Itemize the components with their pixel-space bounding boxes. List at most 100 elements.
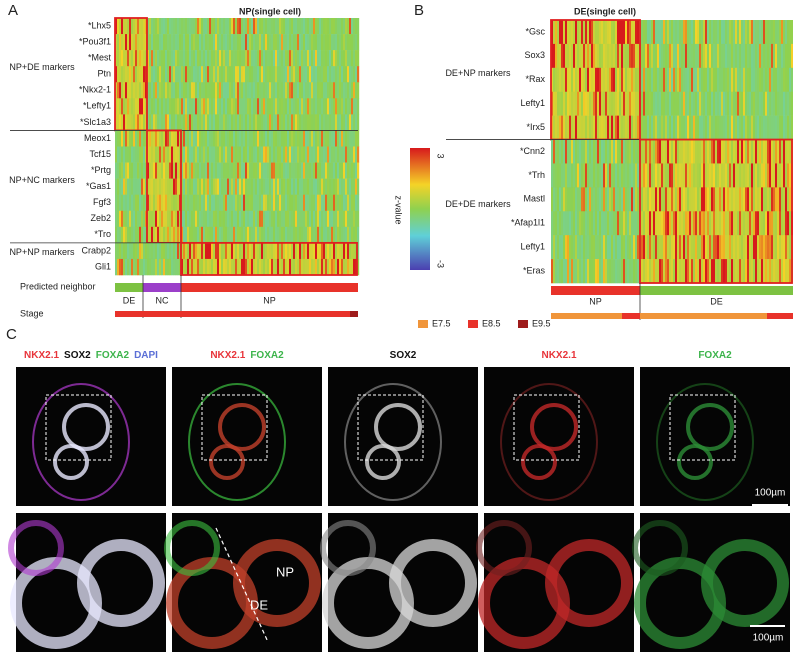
heat-cell [197, 82, 199, 98]
heat-cell [207, 147, 209, 163]
heat-cell [739, 163, 741, 187]
heat-cell [721, 187, 723, 211]
heat-cell [239, 163, 241, 179]
heat-cell [333, 18, 335, 34]
heat-cell [137, 50, 139, 66]
heat-cell [261, 98, 263, 114]
heat-cell [689, 116, 691, 140]
heat-cell [357, 50, 359, 66]
heat-cell [209, 211, 211, 227]
heat-cell [715, 92, 717, 116]
heat-cell [243, 114, 245, 130]
heat-cell [159, 66, 161, 82]
heat-cell [181, 98, 183, 114]
heat-cell [707, 235, 709, 259]
heat-cell [629, 44, 631, 68]
heat-cell [185, 227, 187, 243]
heat-cell [677, 92, 679, 116]
heat-cell [787, 116, 789, 140]
heat-cell [571, 68, 573, 92]
heat-cell [219, 227, 221, 243]
heat-cell [697, 211, 699, 235]
heat-cell [555, 211, 557, 235]
heat-cell [127, 130, 129, 146]
heat-cell [647, 187, 649, 211]
heat-cell [169, 259, 171, 275]
heat-cell [249, 66, 251, 82]
heat-cell [263, 130, 265, 146]
heat-cell [691, 116, 693, 140]
gene-label: *Prtg [91, 165, 111, 175]
heat-cell [253, 50, 255, 66]
heat-cell [569, 259, 571, 283]
heat-cell [195, 179, 197, 195]
gene-label: *Mest [88, 53, 112, 63]
heat-cell [131, 66, 133, 82]
heat-cell [295, 147, 297, 163]
heat-cell [331, 163, 333, 179]
heat-cell [293, 243, 295, 259]
heat-cell [577, 44, 579, 68]
heat-cell [325, 243, 327, 259]
heat-cell [317, 179, 319, 195]
heat-cell [665, 163, 667, 187]
heat-cell [615, 44, 617, 68]
heat-cell [153, 66, 155, 82]
heat-cell [117, 211, 119, 227]
heat-cell [691, 187, 693, 211]
heat-cell [299, 179, 301, 195]
heat-cell [757, 140, 759, 164]
heat-cell [317, 195, 319, 211]
heat-cell [701, 44, 703, 68]
heat-cell [559, 259, 561, 283]
heat-cell [295, 130, 297, 146]
heat-cell [139, 66, 141, 82]
heat-cell [211, 18, 213, 34]
heat-cell [705, 92, 707, 116]
heat-cell [169, 34, 171, 50]
heat-cell [299, 82, 301, 98]
heat-cell [223, 211, 225, 227]
heat-cell [595, 187, 597, 211]
heat-cell [211, 179, 213, 195]
heat-cell [291, 259, 293, 275]
heat-cell [597, 140, 599, 164]
heat-cell [229, 259, 231, 275]
heat-cell [177, 114, 179, 130]
heat-cell [583, 140, 585, 164]
heat-cell [721, 235, 723, 259]
heat-cell [755, 44, 757, 68]
heat-cell [231, 130, 233, 146]
heat-cell [765, 235, 767, 259]
heat-cell [205, 211, 207, 227]
heat-cell [745, 92, 747, 116]
heat-cell [767, 187, 769, 211]
heat-cell [225, 130, 227, 146]
heat-cell [263, 243, 265, 259]
heat-cell [205, 227, 207, 243]
heat-cell [341, 259, 343, 275]
heat-cell [331, 195, 333, 211]
heat-cell [205, 34, 207, 50]
heat-cell [297, 227, 299, 243]
heat-cell [223, 243, 225, 259]
heat-cell [253, 259, 255, 275]
heat-cell [345, 259, 347, 275]
heat-cell [143, 98, 145, 114]
legend-swatch [418, 320, 428, 328]
heat-cell [673, 211, 675, 235]
heat-cell [133, 82, 135, 98]
heat-cell [607, 259, 609, 283]
heat-cell [343, 195, 345, 211]
heat-cell [201, 147, 203, 163]
heat-cell [203, 18, 205, 34]
heat-cell [225, 98, 227, 114]
heat-cell [143, 179, 145, 195]
heat-cell [641, 187, 643, 211]
heat-cell [681, 211, 683, 235]
heat-cell [289, 211, 291, 227]
heat-cell [669, 68, 671, 92]
heat-cell [211, 114, 213, 130]
heat-cell [567, 187, 569, 211]
heat-cell [773, 140, 775, 164]
